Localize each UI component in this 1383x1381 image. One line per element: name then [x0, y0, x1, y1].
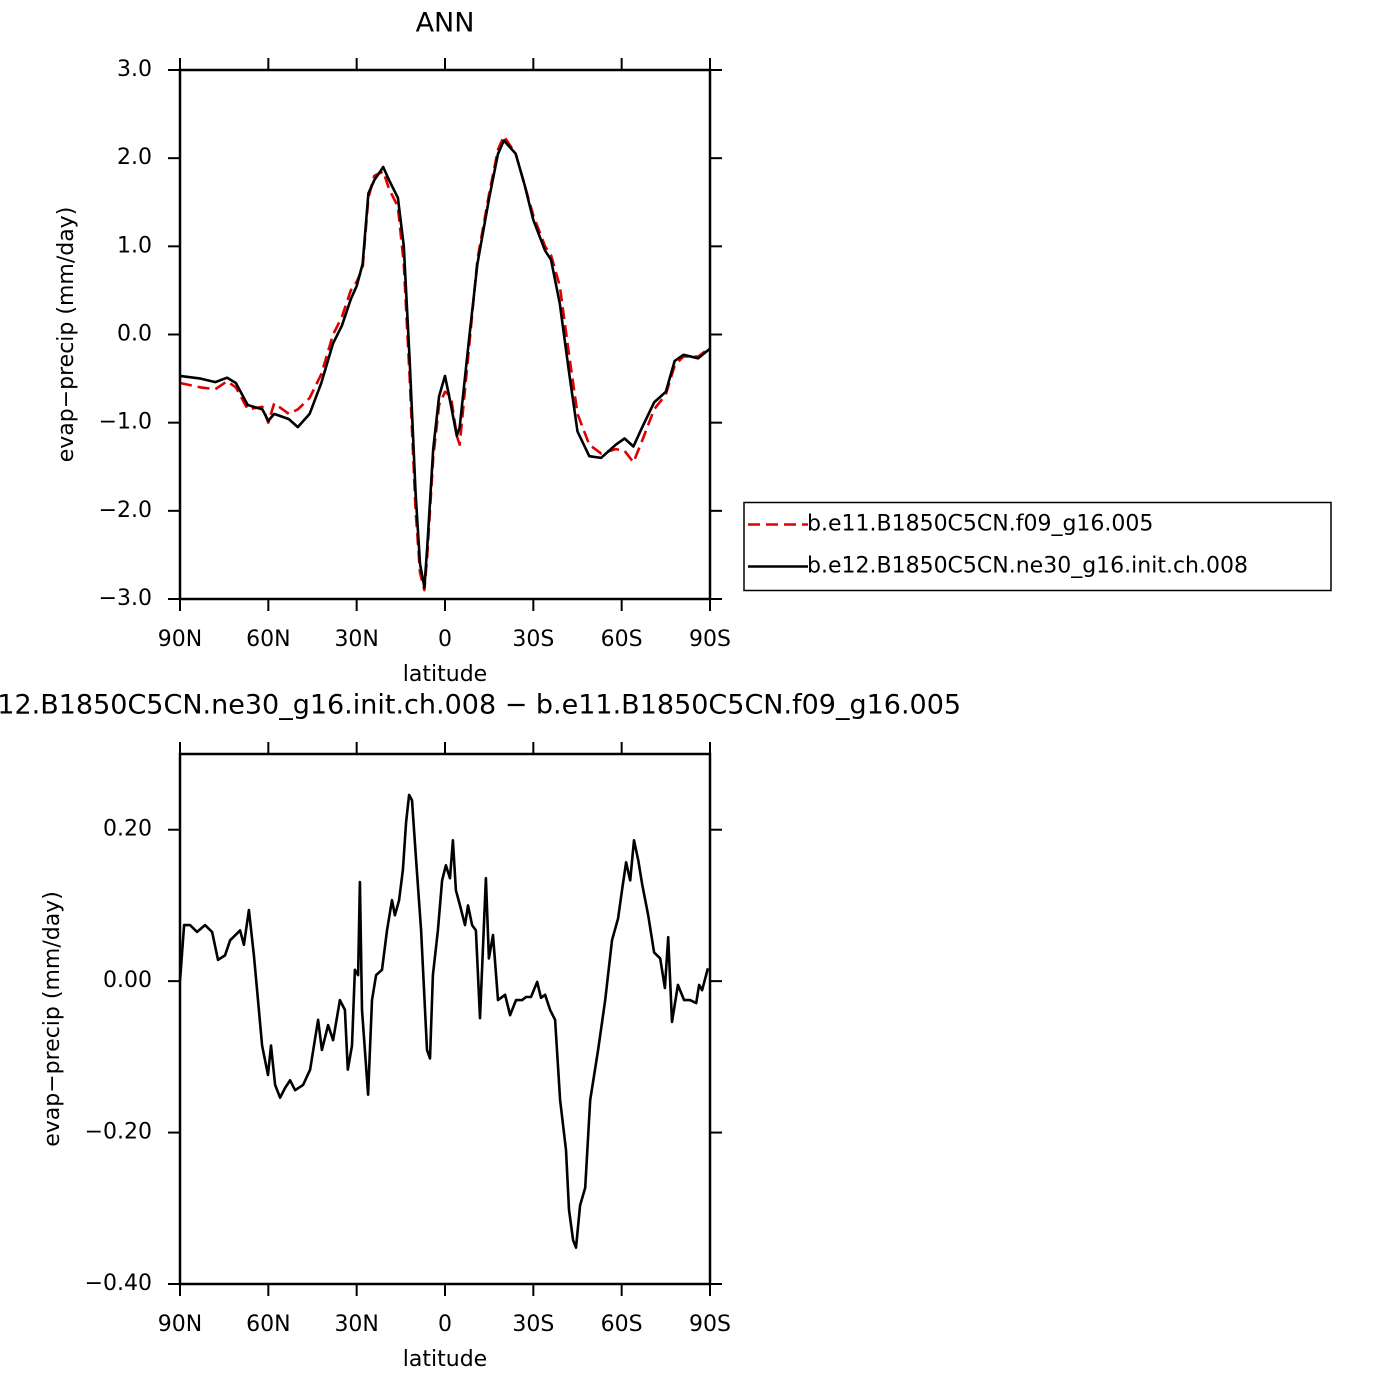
plot-frame: [178, 752, 712, 1286]
legend-label: b.e12.B1850C5CN.ne30_g16.init.ch.008: [807, 554, 1248, 579]
plot-frame: [178, 68, 712, 601]
x-tick-label: 90N: [158, 1312, 202, 1337]
y-tick-label: 2.0: [117, 145, 152, 170]
y-axis-label: evap−precip (mm/day): [54, 207, 79, 463]
legend-label: b.e11.B1850C5CN.f09_g16.005: [807, 512, 1153, 537]
y-tick-label: −0.20: [85, 1120, 152, 1145]
x-tick-label: 60S: [601, 1312, 643, 1337]
data-line: [178, 793, 710, 1249]
chart-title: b.e12.B1850C5CN.ne30_g16.init.ch.008 − b…: [0, 690, 961, 721]
y-tick-label: 0.0: [117, 322, 152, 347]
x-tick-label: 30N: [334, 627, 378, 652]
y-axis-label: evap−precip (mm/day): [40, 891, 65, 1147]
y-tick-label: −0.40: [85, 1271, 152, 1296]
chart-title: ANN: [416, 8, 475, 39]
y-tick-label: 3.0: [117, 57, 152, 82]
x-axis-label: latitude: [403, 662, 487, 687]
x-tick-label: 60N: [246, 1312, 290, 1337]
data-line: [179, 139, 711, 589]
y-tick-label: 0.20: [103, 817, 152, 842]
x-tick-label: 30S: [512, 1312, 554, 1337]
x-tick-label: 0: [438, 627, 452, 652]
y-tick-label: −2.0: [99, 498, 152, 523]
x-tick-label: 0: [438, 1312, 452, 1337]
x-tick-label: 90S: [689, 1312, 731, 1337]
x-tick-label: 90N: [158, 627, 202, 652]
y-tick-label: 0.00: [103, 968, 152, 993]
y-tick-label: −3.0: [99, 586, 152, 611]
y-tick-label: 1.0: [117, 233, 152, 258]
x-tick-label: 30S: [512, 627, 554, 652]
y-tick-label: −1.0: [99, 410, 152, 435]
x-tick-label: 60N: [246, 627, 290, 652]
x-tick-label: 30N: [334, 1312, 378, 1337]
x-tick-label: 90S: [689, 627, 731, 652]
x-tick-label: 60S: [601, 627, 643, 652]
x-axis-label: latitude: [403, 1347, 487, 1372]
legend-box: [743, 501, 1332, 592]
